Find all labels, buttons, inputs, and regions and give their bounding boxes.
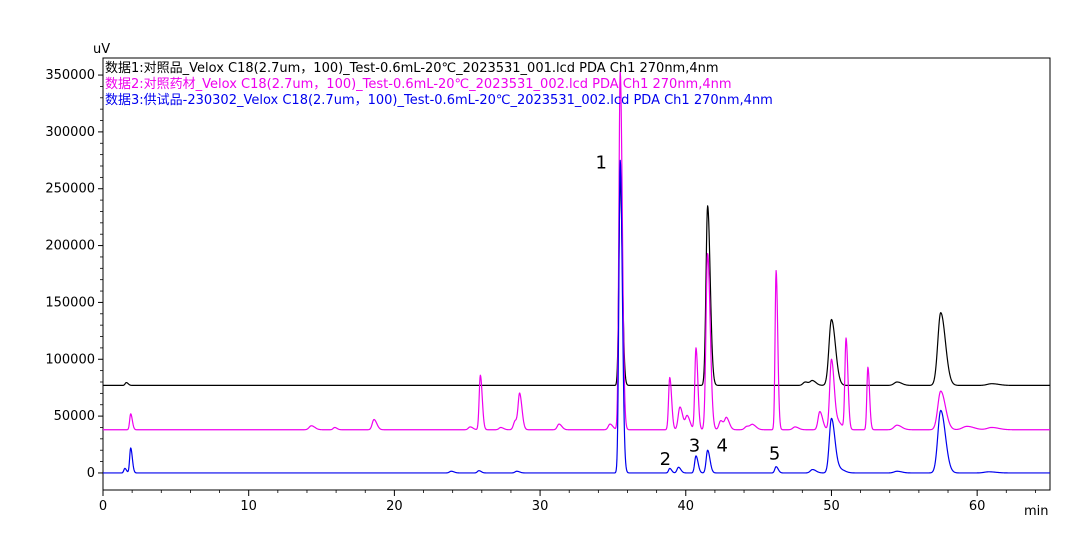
x-tick-label: 30 [532,499,549,514]
legend-entry: 数据1:对照品_Velox C18(2.7um，100)_Test-0.6mL-… [105,61,719,76]
series-line [102,177,1051,387]
plot-frame [102,57,1051,491]
x-tick-label: 20 [386,499,403,514]
y-tick-label: 150000 [45,295,95,310]
y-tick-label: 200000 [45,239,95,254]
peak-label: 5 [769,443,780,464]
x-tick-label: 60 [969,499,986,514]
x-tick-label: 0 [99,499,107,514]
legend-entry: 数据2:对照药材_Velox C18(2.7um，100)_Test-0.6mL… [105,77,732,92]
y-tick-label: 0 [87,466,95,481]
y-tick-label: 300000 [45,125,95,140]
peak-label: 1 [596,152,607,173]
y-axis-label: uV [93,42,110,57]
y-tick-label: 350000 [45,68,95,83]
legend-entry: 数据3:供试品-230302_Velox C18(2.7um，100)_Test… [105,93,773,108]
y-tick-label: 250000 [45,182,95,197]
series-line [102,71,1051,431]
x-tick-label: 10 [240,499,257,514]
x-axis-label: min [1024,504,1049,519]
x-tick-label: 40 [677,499,694,514]
peak-label: 2 [660,449,671,470]
x-tick-label: 50 [823,499,840,514]
y-tick-label: 100000 [45,352,95,367]
series-line [102,159,1051,474]
peak-label: 4 [716,435,727,456]
y-tick-label: 50000 [54,409,95,424]
peak-label: 3 [689,435,700,456]
